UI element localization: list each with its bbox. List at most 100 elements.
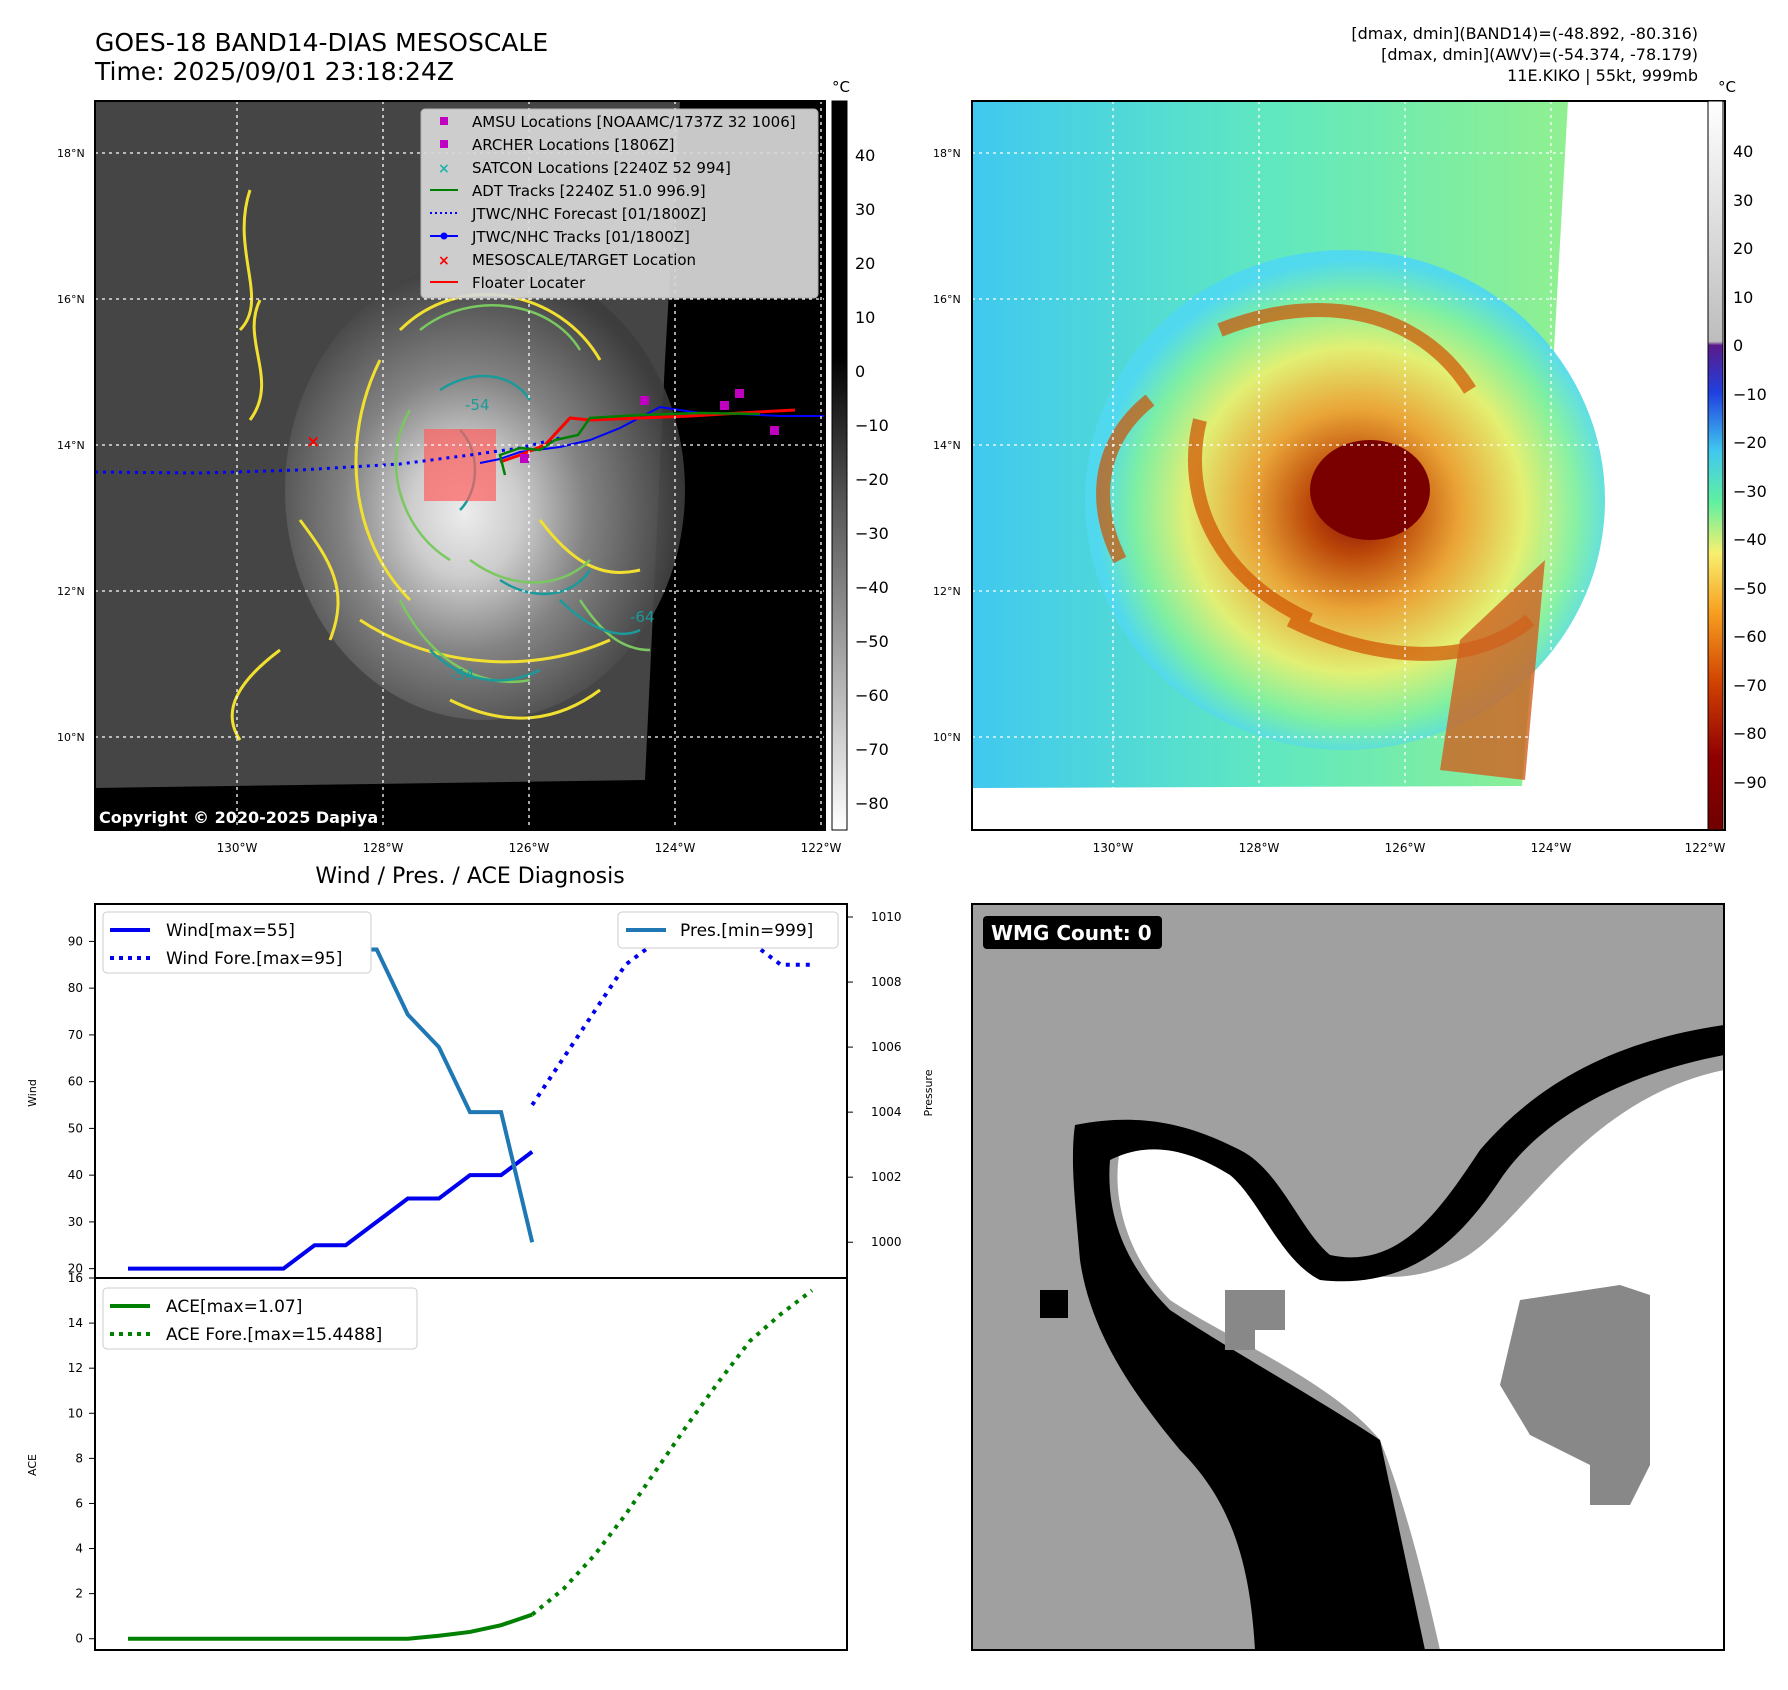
y-tick-label: 16 <box>68 1271 83 1285</box>
ir-contour-teal <box>429 374 641 682</box>
color-lat-labels: 18°N 16°N 14°N 12°N 10°N <box>933 147 961 744</box>
svg-text:40: 40 <box>855 146 875 165</box>
svg-text:0: 0 <box>855 362 865 381</box>
diagnosis-title: Wind / Pres. / ACE Diagnosis <box>315 864 624 889</box>
colorbar-color-unit: °C <box>1718 78 1736 96</box>
wmg-black-region <box>1072 1025 1724 1650</box>
colorbar-gray-unit: °C <box>832 78 850 96</box>
storm-info: 11E.KIKO | 55kt, 999mb <box>1507 66 1698 85</box>
svg-text:124°W: 124°W <box>655 841 696 855</box>
color-spiral-bands <box>1096 303 1535 661</box>
wmg-panel: WMG Count: 0 <box>971 903 1725 1651</box>
dmax-band14: [dmax, dmin](BAND14)=(-48.892, -80.316) <box>1351 24 1698 43</box>
y-tick-label: 60 <box>68 1075 83 1089</box>
color-southeast-band <box>1440 560 1545 780</box>
legend-adt: ADT Tracks [2240Z 51.0 996.9] <box>472 182 706 200</box>
wind-fore-legend-label: Wind Fore.[max=95] <box>166 949 342 969</box>
svg-text:130°W: 130°W <box>217 841 258 855</box>
svg-text:−80: −80 <box>855 794 889 813</box>
contour-label-1: -54 <box>465 396 490 414</box>
wmg-gray-patch-2 <box>1500 1285 1650 1505</box>
svg-text:126°W: 126°W <box>1385 841 1426 855</box>
ir-lon-labels: 130°W 128°W 126°W 124°W 122°W <box>217 841 842 855</box>
wind-legend-label: Wind[max=55] <box>166 921 295 941</box>
svg-text:128°W: 128°W <box>1239 841 1280 855</box>
pressure-ylabel: Pressure <box>922 1069 935 1116</box>
wind-ylabel: Wind <box>26 1079 39 1107</box>
y-tick-label: 4 <box>75 1542 83 1556</box>
color-map-frame <box>971 100 1726 831</box>
y2-tick-label: 1004 <box>871 1105 902 1119</box>
y-tick-label: 8 <box>75 1451 83 1465</box>
series-wind-line <box>128 1150 534 1271</box>
copyright: Copyright © 2020-2025 Dapiya <box>99 808 378 827</box>
legend-target: MESOSCALE/TARGET Location <box>472 251 696 269</box>
svg-text:124°W: 124°W <box>1531 841 1572 855</box>
y2-tick-label: 1006 <box>871 1040 902 1054</box>
series-ace-line <box>128 1612 533 1641</box>
svg-text:−10: −10 <box>1733 385 1767 404</box>
legend-satcon-symbol: × <box>438 161 450 177</box>
svg-text:−40: −40 <box>1733 530 1767 549</box>
y-tick-label: 80 <box>68 981 83 995</box>
wmg-count-badge <box>983 916 1162 949</box>
ir-map-frame <box>94 100 826 831</box>
series-ace-fore-line <box>530 1288 814 1617</box>
svg-text:30: 30 <box>855 200 875 219</box>
ace-legend-label: ACE[max=1.07] <box>166 1297 302 1317</box>
legend-amsu-symbol <box>440 117 448 125</box>
pres-legend-label: Pres.[min=999] <box>680 921 813 941</box>
y-tick-label: 10 <box>68 1406 83 1420</box>
svg-text:20: 20 <box>855 254 875 273</box>
ir-map-panel: -54 -54 -64 × Copyright © 2020-2025 Dapi… <box>57 100 842 855</box>
svg-text:16°N: 16°N <box>57 293 85 306</box>
svg-text:−70: −70 <box>855 740 889 759</box>
wmg-count-label: WMG Count: 0 <box>991 921 1152 945</box>
svg-text:18°N: 18°N <box>57 147 85 160</box>
svg-text:−60: −60 <box>855 686 889 705</box>
figure-title: GOES-18 BAND14-DIAS MESOSCALE <box>95 28 548 57</box>
legend-tracks: JTWC/NHC Tracks [01/1800Z] <box>471 228 690 246</box>
svg-text:−90: −90 <box>1733 773 1767 792</box>
wmg-frame <box>971 903 1725 1651</box>
svg-text:10: 10 <box>1733 288 1753 307</box>
svg-text:130°W: 130°W <box>1093 841 1134 855</box>
figure-time: Time: 2025/09/01 23:18:24Z <box>94 57 454 86</box>
svg-text:12°N: 12°N <box>57 585 85 598</box>
ace-legend-box <box>102 1287 418 1350</box>
color-cold-core <box>1310 440 1430 540</box>
target-marker: × <box>306 432 320 452</box>
svg-text:−40: −40 <box>855 578 889 597</box>
colorbar-gray-ticks: 40 30 20 10 0 −10 −20 −30 −40 −50 −60 −7… <box>855 146 889 813</box>
floater-box <box>424 429 496 501</box>
svg-text:20: 20 <box>1733 239 1753 258</box>
svg-text:16°N: 16°N <box>933 293 961 306</box>
colorbar-gray: °C 40 30 20 10 0 −10 −20 −30 −40 −50 −60… <box>831 78 889 831</box>
legend-forecast: JTWC/NHC Forecast [01/1800Z] <box>471 205 706 223</box>
ir-contour-green <box>394 304 651 684</box>
svg-text:0: 0 <box>1733 336 1743 355</box>
y-tick-label: 12 <box>68 1361 83 1375</box>
ir-lat-labels: 18°N 16°N 14°N 12°N 10°N <box>57 147 85 744</box>
legend-box <box>420 108 819 299</box>
svg-text:−70: −70 <box>1733 676 1767 695</box>
legend-archer: ARCHER Locations [1806Z] <box>472 136 675 154</box>
y-tick-label: 2 <box>75 1587 83 1601</box>
y-tick-label: 50 <box>68 1121 83 1135</box>
svg-text:−80: −80 <box>1733 724 1767 743</box>
map-legend: AMSU Locations [NOAAMC/1737Z 32 1006] AR… <box>420 108 819 299</box>
svg-text:−50: −50 <box>1733 579 1767 598</box>
wind-legend-box <box>102 911 372 974</box>
svg-text:40: 40 <box>1733 142 1753 161</box>
dmax-awv: [dmax, dmin](AWV)=(-54.374, -78.179) <box>1381 45 1698 64</box>
legend-satcon: SATCON Locations [2240Z 52 994] <box>472 159 731 177</box>
svg-text:−30: −30 <box>1733 482 1767 501</box>
color-lon-labels: 130°W 128°W 126°W 124°W 122°W <box>1093 841 1726 855</box>
y-tick-label: 0 <box>75 1632 83 1646</box>
colorbar-gray-bar <box>831 100 848 831</box>
y-tick-label: 30 <box>68 1215 83 1229</box>
y-tick-label: 40 <box>68 1168 83 1182</box>
svg-text:12°N: 12°N <box>933 585 961 598</box>
svg-text:10°N: 10°N <box>933 731 961 744</box>
